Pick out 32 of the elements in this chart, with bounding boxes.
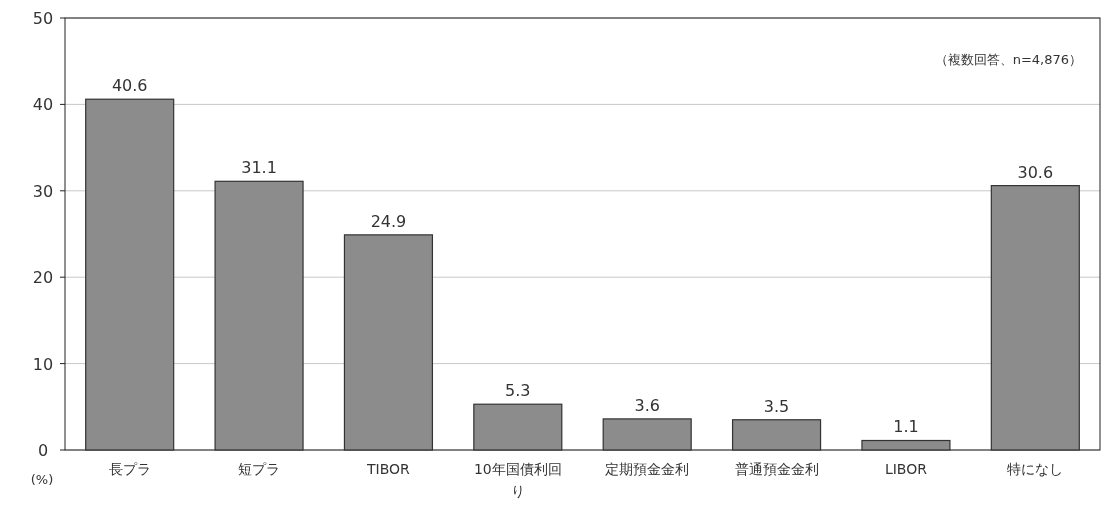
data-label: 3.5 (763, 396, 790, 416)
y-tick-label: 10 (32, 354, 54, 374)
y-tick-label: 30 (32, 181, 54, 201)
x-tick-label: 特になし (1007, 461, 1064, 477)
y-tick-label: 50 (32, 9, 54, 28)
bar (473, 403, 563, 451)
x-tick-label: 短プラ (238, 461, 281, 477)
bar (602, 418, 692, 451)
data-label: 31.1 (241, 158, 277, 178)
data-label: 24.9 (370, 211, 407, 231)
x-tick-label: 10年国債利回り (473, 461, 562, 499)
bar (214, 180, 304, 451)
data-label: 40.6 (111, 76, 148, 96)
x-tick-label: LIBOR (884, 461, 928, 477)
y-tick-label: 40 (32, 95, 54, 115)
x-tick-label: 定期預金金利 (605, 461, 690, 477)
bar (731, 419, 822, 451)
y-axis-title: (%) (30, 472, 54, 487)
bar (990, 185, 1080, 451)
x-tick-label: 普通預金金利 (734, 461, 819, 477)
x-tick-label: TIBOR (366, 461, 411, 477)
data-label: 5.3 (505, 381, 531, 401)
data-label: 1.1 (893, 417, 919, 437)
bar (85, 98, 175, 451)
bar (343, 234, 434, 451)
annotation: （複数回答、n=4,876） (934, 52, 1082, 67)
y-tick-label: 20 (32, 268, 54, 288)
x-tick-label: 長プラ (108, 461, 151, 477)
bar (861, 439, 951, 451)
data-label: 30.6 (1017, 162, 1054, 182)
y-tick-label: 0 (37, 441, 49, 460)
data-label: 3.6 (634, 395, 660, 415)
